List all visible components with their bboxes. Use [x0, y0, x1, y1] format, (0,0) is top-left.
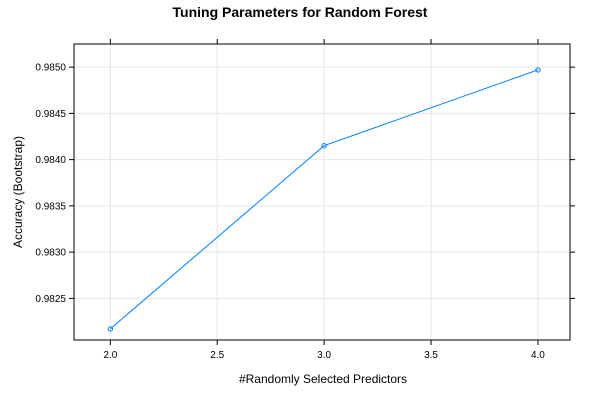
data-point [321, 143, 327, 149]
x-tick-label: 4.0 [531, 350, 545, 361]
y-tick-label: 0.9840 [35, 155, 66, 166]
y-tick-label: 0.9825 [35, 294, 66, 305]
plot-frame [73, 43, 571, 341]
x-tick-label: 2.5 [210, 350, 224, 361]
axes: 2.0 2.5 3.0 3.5 4.0 0.9825 0.9830 0.9835 0.9840 0… [35, 39, 575, 361]
series-line [109, 69, 539, 330]
x-tick-label: 3.5 [424, 350, 438, 361]
y-tick-label: 0.9835 [35, 201, 66, 212]
x-tick-label: 3.0 [317, 350, 331, 361]
x-axis-label: #Randomly Selected Predictors [239, 372, 407, 386]
grid [74, 44, 570, 340]
y-tick-label: 0.9850 [35, 63, 66, 74]
data-point [107, 326, 114, 332]
x-tick-label: 2.0 [103, 350, 117, 361]
y-tick-label: 0.9845 [35, 109, 66, 120]
data-point [535, 67, 541, 73]
y-axis-label: Accuracy (Bootstrap) [11, 136, 25, 248]
series-layer [107, 67, 541, 332]
y-tick-label: 0.9830 [35, 248, 66, 259]
chart-title: Tuning Parameters for Random Forest [173, 4, 428, 20]
